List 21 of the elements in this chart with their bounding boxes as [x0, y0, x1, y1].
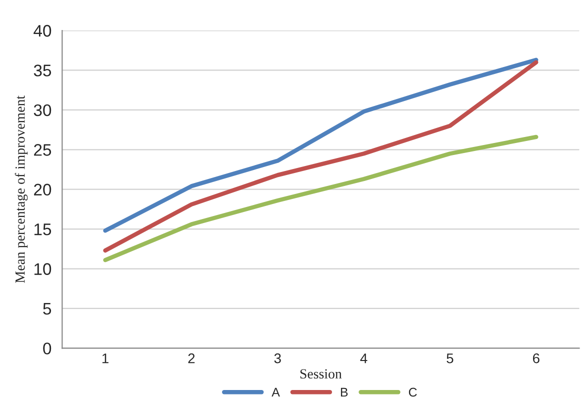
x-tick-label: 3: [274, 353, 281, 364]
legend-label: A: [272, 388, 280, 397]
y-tick-label: 0: [43, 342, 52, 354]
y-axis-title: Mean percentage of improvement: [14, 96, 28, 283]
y-tick-label: 30: [34, 104, 52, 116]
x-tick-label: 2: [188, 353, 195, 364]
line-series: [103, 134, 538, 262]
y-tick-label: 20: [34, 184, 52, 196]
y-tick-label: 25: [34, 144, 52, 156]
y-tick-label: 40: [34, 24, 52, 37]
x-tick-label: 1: [102, 354, 108, 364]
x-tick-label: 5: [446, 354, 454, 364]
y-tick-label: 15: [34, 224, 52, 236]
y-tick-label: 10: [34, 263, 52, 275]
x-tick-label: 6: [533, 353, 540, 364]
y-tick-label: 35: [34, 64, 52, 76]
x-axis-title: Session: [300, 369, 342, 379]
x-tick-label: 4: [360, 354, 368, 364]
y-tick-label: 5: [43, 303, 52, 315]
legend-label: C: [408, 388, 417, 397]
legend-label: B: [340, 388, 348, 397]
